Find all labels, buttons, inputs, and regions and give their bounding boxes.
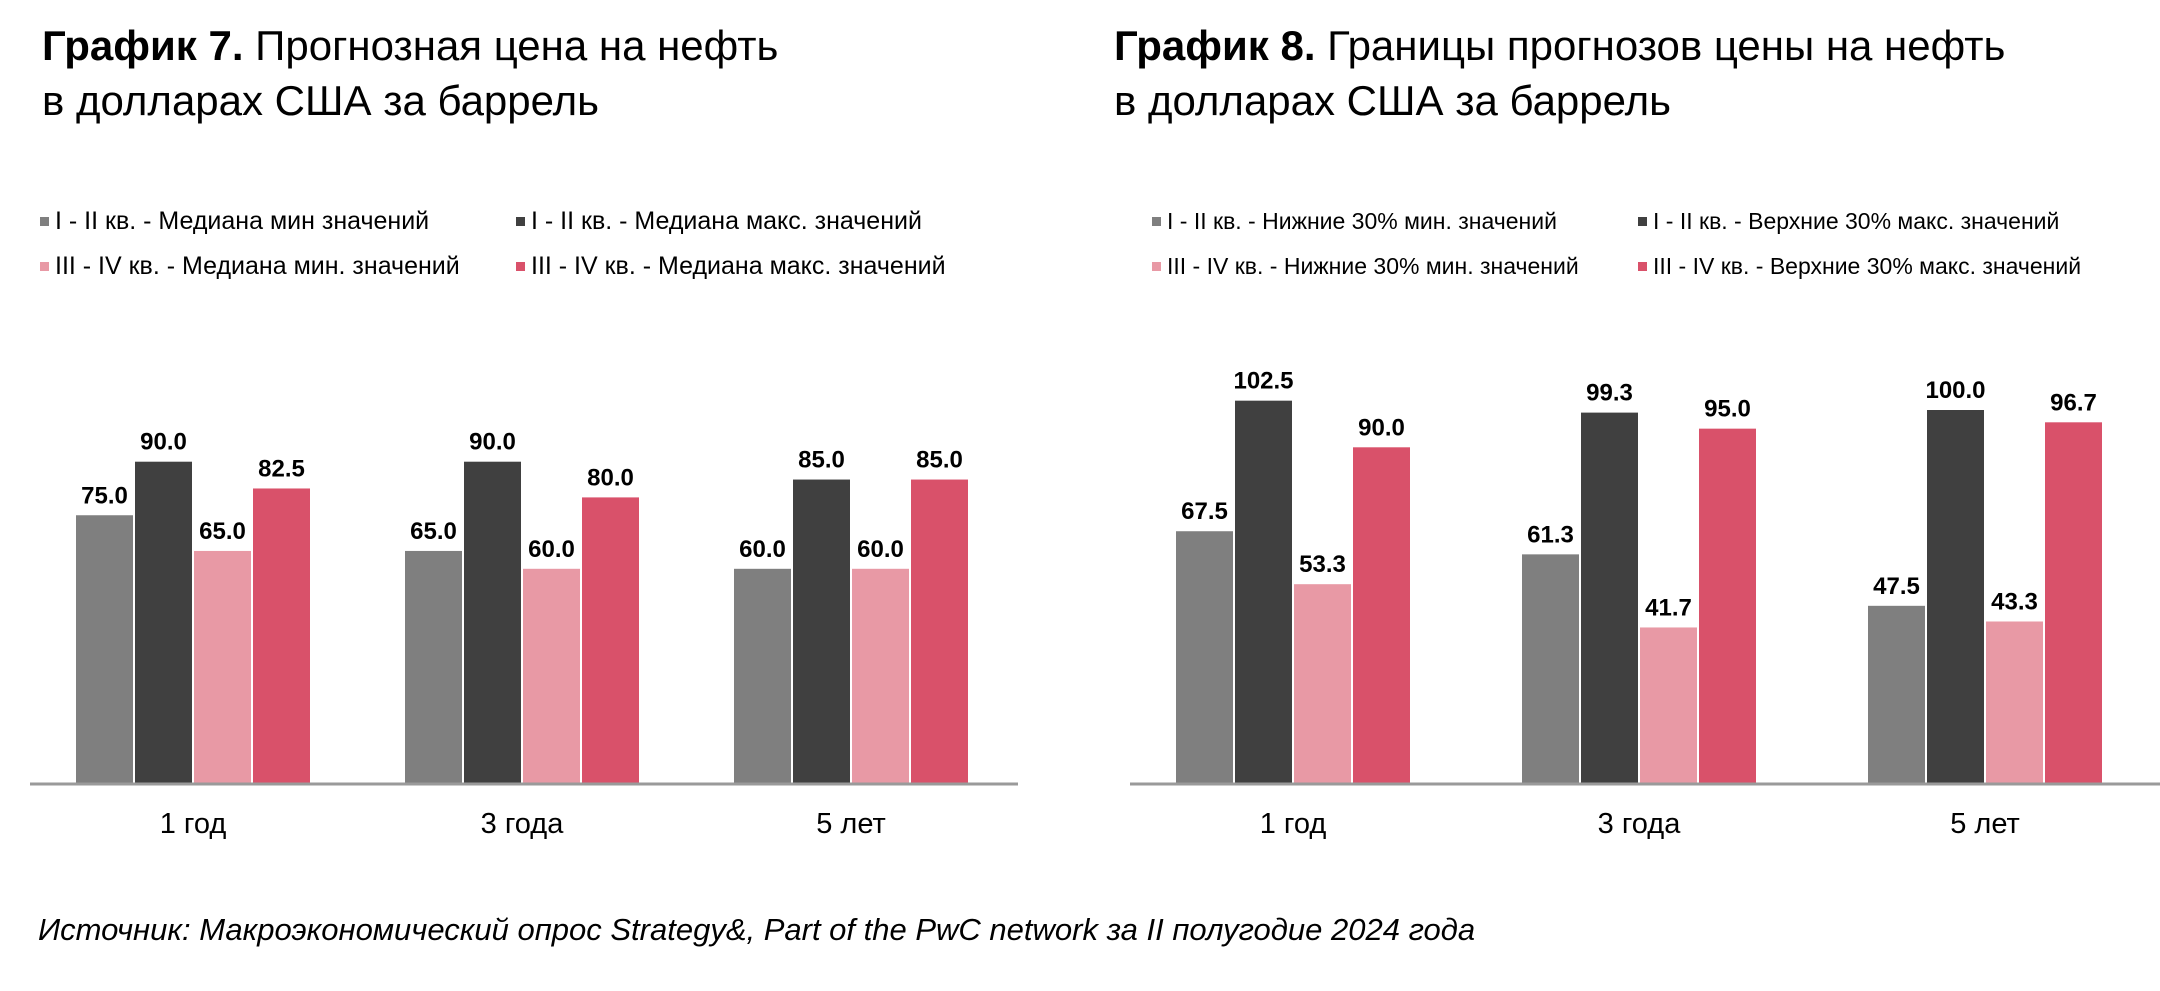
legend-label: I - II кв. - Нижние 30% мин. значений [1167,208,1557,234]
bar [793,479,850,783]
data-label: 102.5 [1233,368,1293,395]
bar [2045,422,2102,783]
chart-title: График 8. Границы прогнозов цены на нефт… [1114,18,2005,128]
bar [911,479,968,783]
bar [405,550,462,783]
data-label: 60.0 [739,536,786,563]
data-label: 53.3 [1299,551,1346,578]
legend-swatch [40,216,49,226]
bar [1640,627,1697,783]
bar [582,497,639,783]
bar [1294,584,1351,783]
bar [1522,554,1579,783]
bar [1986,621,2043,783]
chart-title: График 7. Прогнозная цена на нефть в дол… [42,18,778,128]
category-label: 3 года [481,808,565,840]
category-label: 5 лет [1950,808,2020,840]
legend-label: I - II кв. - Медиана макс. значений [531,207,922,235]
bar [194,550,251,783]
source-note: Источник: Макроэкономический опрос Strat… [38,912,1476,947]
bar [464,461,521,783]
legend-swatch [1152,216,1161,226]
legend-item: I - II кв. - Медиана мин значений [40,206,516,236]
data-label: 67.5 [1181,498,1228,525]
legend-swatch [1638,216,1647,226]
data-label: 60.0 [528,536,575,563]
chart-title-prefix: График 7. [42,22,244,69]
data-label: 95.0 [1704,396,1751,423]
legend-item: III - IV кв. - Медиана мин. значений [40,251,516,281]
data-label: 99.3 [1586,380,1633,407]
chart-title-text: Прогнозная цена на нефть [243,22,779,69]
legend-label: III - IV кв. - Нижние 30% мин. значений [1167,253,1579,279]
chart-legend: I - II кв. - Медиана мин значений I - II… [40,206,996,281]
category-label: 5 лет [816,808,886,840]
data-label: 85.0 [798,447,845,474]
data-label: 43.3 [1991,588,2038,615]
category-label: 1 год [1260,808,1327,840]
bar [253,488,310,783]
data-label: 100.0 [1925,377,1985,404]
legend-swatch [1152,261,1161,271]
legend-swatch [516,261,525,271]
legend-item: I - II кв. - Нижние 30% мин. значений [1152,206,1638,236]
bar [734,568,791,783]
legend-label: I - II кв. - Медиана мин значений [55,207,430,235]
legend-item: III - IV кв. - Нижние 30% мин. значений [1152,251,1638,281]
bar [1699,428,1756,783]
data-label: 90.0 [1358,414,1405,441]
data-label: 80.0 [587,464,634,491]
chart-plot: 75.0 65.0 60.0 90.0 90.0 85.0 65.0 60.0 60.0 82.5… [30,429,1018,840]
data-label: 47.5 [1873,573,1920,600]
bar [135,461,192,783]
data-label: 75.0 [81,482,128,509]
bar [76,515,133,783]
chart-plot: 67.5 61.3 47.5 102.5 99.3 100.0 53.3 41.7 43.3 90… [1130,368,2160,840]
data-label: 60.0 [857,536,904,563]
bar [1927,410,1984,783]
chart-title-prefix: График 8. [1114,22,1316,69]
data-label: 41.7 [1645,594,1692,621]
data-label: 90.0 [140,429,187,456]
data-label: 96.7 [2050,389,2097,416]
chart-7: График 7. Прогнозная цена на нефть в дол… [0,0,1060,880]
legend-item: I - II кв. - Верхние 30% макс. значений [1638,206,2118,236]
legend-label: III - IV кв. - Верхние 30% макс. значени… [1653,253,2082,279]
data-label: 65.0 [199,518,246,545]
bar [1868,605,1925,783]
legend-label: III - IV кв. - Медиана мин. значений [55,252,460,280]
legend-swatch [516,216,525,226]
chart-8: График 8. Границы прогнозов цены на нефт… [1100,0,2160,880]
legend-item: III - IV кв. - Медиана макс. значений [516,251,996,281]
legend-item: III - IV кв. - Верхние 30% макс. значени… [1638,251,2118,281]
chart-title-line2: в долларах США за баррель [1114,77,1671,124]
bar [523,568,580,783]
data-label: 90.0 [469,429,516,456]
chart-legend: I - II кв. - Нижние 30% мин. значений I … [1152,206,2118,281]
category-label: 3 года [1598,808,1682,840]
bar [1581,412,1638,783]
legend-swatch [40,261,49,271]
bar [1353,447,1410,783]
data-label: 65.0 [410,518,457,545]
bar [1176,531,1233,783]
category-label: 1 год [160,808,227,840]
chart-title-text: Границы прогнозов цены на нефть [1315,22,2006,69]
bar [1235,400,1292,783]
data-label: 61.3 [1527,521,1574,548]
bar [852,568,909,783]
legend-label: I - II кв. - Верхние 30% макс. значений [1653,208,2060,234]
legend-swatch [1638,261,1647,271]
legend-label: III - IV кв. - Медиана макс. значений [531,252,946,280]
legend-item: I - II кв. - Медиана макс. значений [516,206,996,236]
data-label: 85.0 [916,447,963,474]
chart-title-line2: в долларах США за баррель [42,77,599,124]
data-label: 82.5 [258,455,305,482]
